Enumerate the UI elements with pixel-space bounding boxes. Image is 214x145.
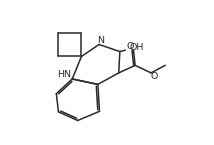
Text: O: O <box>151 72 158 81</box>
Text: O: O <box>127 42 134 51</box>
Text: OH: OH <box>130 43 144 52</box>
Text: N: N <box>97 36 104 45</box>
Text: HN: HN <box>57 70 71 79</box>
